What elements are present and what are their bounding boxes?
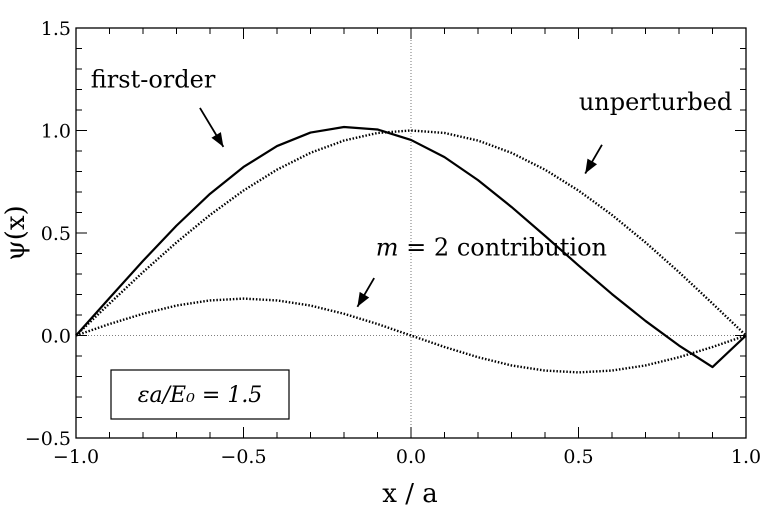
y-axis-title: ψ(x)	[1, 205, 31, 260]
x-tick-label: −1.0	[53, 446, 99, 468]
parameter-label: εa/E₀ = 1.5	[138, 383, 263, 408]
annotation-arrow-head	[211, 132, 224, 147]
series-line-m-2-contribution	[75, 297, 747, 374]
x-tick-label: 0.5	[563, 446, 593, 468]
reference-lines	[76, 28, 746, 438]
y-tick-label: 1.0	[41, 121, 71, 143]
x-tick-label: 1.0	[731, 446, 761, 468]
annotation-label: unperturbed	[579, 88, 732, 116]
x-tick-label: 0.0	[396, 446, 426, 468]
y-tick-label: 1.5	[41, 18, 71, 40]
annotation-arrow-head	[585, 158, 598, 174]
tick-labels: −1.0 −0.5 0.0 0.5 1.0−0.50.00.51.01.5	[25, 18, 761, 468]
annotation-label: first-order	[91, 65, 216, 93]
y-tick-label: −0.5	[25, 428, 71, 450]
annotations: first-order unperturbed m = 2 contribution	[91, 65, 732, 308]
series-line-first-order	[75, 125, 747, 369]
y-tick-label: 0.0	[41, 326, 71, 348]
x-axis-title: x / a	[382, 479, 437, 509]
annotation-arrow-head	[357, 291, 370, 307]
annotation-label: m = 2 contribution	[376, 234, 607, 262]
y-tick-label: 0.5	[41, 223, 71, 245]
x-tick-label: −0.5	[220, 446, 266, 468]
series-group	[75, 125, 747, 374]
parameter-box	[110, 369, 290, 420]
axis-ticks	[75, 27, 747, 439]
